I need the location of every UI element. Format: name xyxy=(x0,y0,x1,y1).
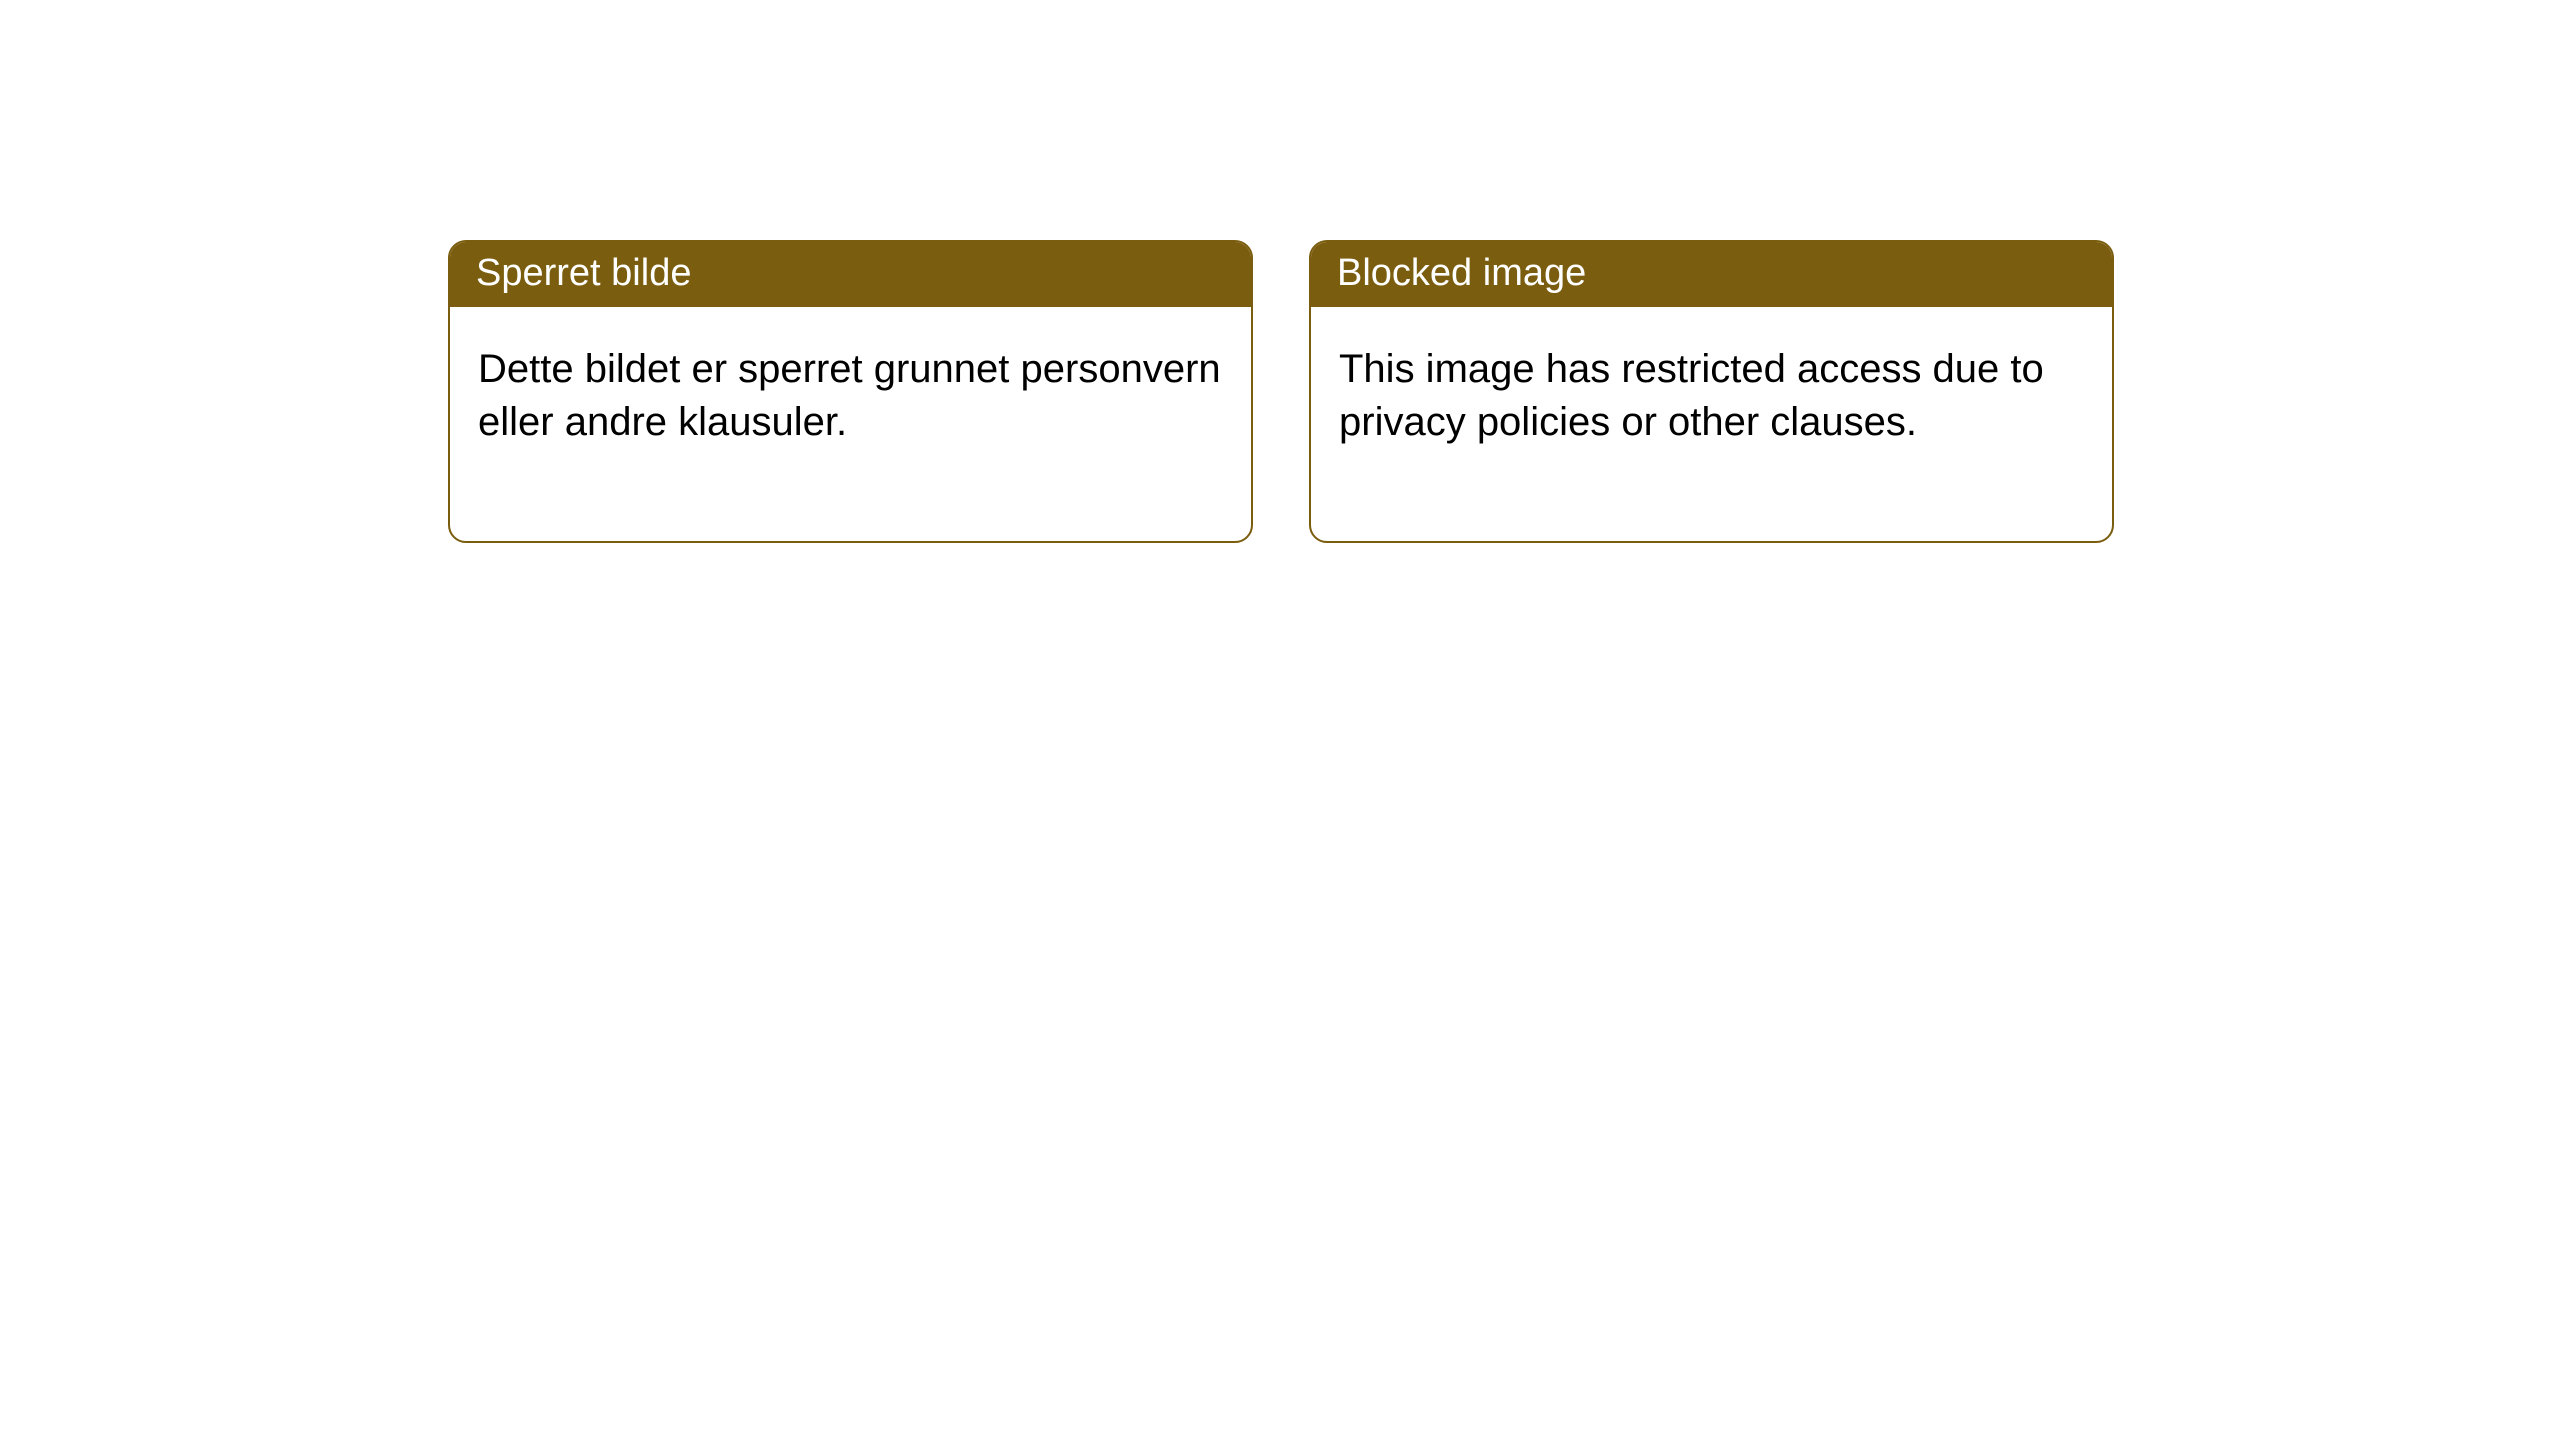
card-header: Blocked image xyxy=(1311,242,2112,307)
blocked-image-card-no: Sperret bilde Dette bildet er sperret gr… xyxy=(448,240,1253,543)
notice-container: Sperret bilde Dette bildet er sperret gr… xyxy=(0,0,2560,543)
card-body: Dette bildet er sperret grunnet personve… xyxy=(450,307,1251,541)
card-title: Blocked image xyxy=(1337,252,1586,294)
blocked-image-card-en: Blocked image This image has restricted … xyxy=(1309,240,2114,543)
card-header: Sperret bilde xyxy=(450,242,1251,307)
card-body: This image has restricted access due to … xyxy=(1311,307,2112,541)
card-title: Sperret bilde xyxy=(476,252,691,294)
card-body-text: Dette bildet er sperret grunnet personve… xyxy=(478,347,1221,444)
card-body-text: This image has restricted access due to … xyxy=(1339,347,2044,444)
